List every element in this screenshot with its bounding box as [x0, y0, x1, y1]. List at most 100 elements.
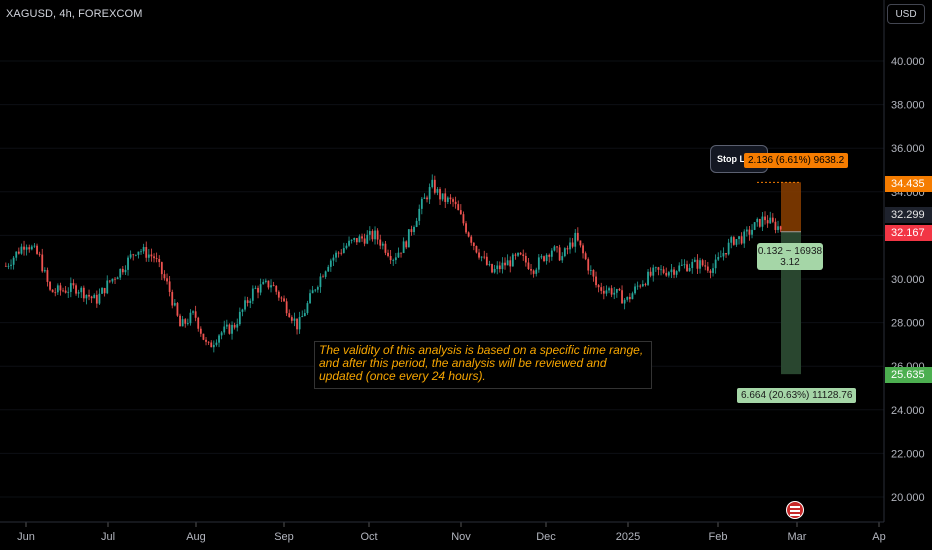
candle-body — [514, 254, 517, 256]
candle-body — [254, 287, 257, 289]
candle-body — [270, 285, 272, 288]
candle-body — [155, 258, 158, 259]
candle-body — [641, 284, 644, 287]
candle-body — [189, 312, 192, 324]
candle-body — [212, 344, 215, 348]
currency-button[interactable]: USD — [887, 4, 925, 24]
candle-body — [82, 287, 85, 299]
candle-body — [696, 259, 699, 269]
candle-body — [644, 284, 647, 285]
candle-body — [719, 256, 722, 258]
candle-body — [485, 256, 488, 265]
candle-body — [46, 270, 49, 282]
price-tick-label: 28.000 — [891, 318, 925, 330]
candle-body — [319, 276, 322, 288]
candle-body — [15, 251, 18, 258]
candle-body — [410, 229, 413, 233]
candle-body — [472, 242, 475, 246]
candle-body — [51, 289, 54, 293]
stop-loss-callout[interactable]: Stop Lo — [710, 145, 768, 173]
candle-body — [543, 256, 545, 262]
candle-body — [246, 300, 249, 304]
candle-body — [348, 240, 350, 246]
candle-body — [751, 229, 753, 235]
candle-body — [501, 262, 504, 270]
candle-body — [407, 229, 410, 248]
candle-body — [600, 287, 603, 291]
candle-body — [368, 231, 371, 235]
candle-body — [566, 248, 569, 250]
candle-body — [623, 299, 626, 304]
entry-price-tag: 32.167 — [885, 225, 932, 241]
analysis-note[interactable]: The validity of this analysis is based o… — [314, 341, 652, 389]
candle-body — [332, 257, 335, 261]
candle-body — [129, 254, 132, 258]
candle-body — [462, 214, 465, 224]
candle-body — [210, 342, 213, 348]
candle-body — [574, 232, 577, 247]
candle-body — [439, 189, 441, 200]
candle-body — [238, 311, 241, 325]
time-tick-label: Jun — [17, 531, 35, 543]
candle-body — [12, 257, 15, 265]
candle-body — [683, 264, 686, 266]
candle-body — [124, 269, 127, 273]
us-flag-event-icon[interactable] — [786, 501, 804, 519]
time-tick-label: 2025 — [616, 531, 640, 543]
candle-body — [20, 246, 23, 254]
stop-zone[interactable] — [781, 182, 801, 232]
candle-body — [475, 245, 478, 253]
candle-body — [582, 245, 584, 254]
candle-body — [717, 257, 720, 260]
candle-body — [132, 254, 135, 256]
candle-body — [85, 294, 88, 299]
candle-body — [753, 222, 756, 230]
candle-body — [215, 342, 218, 345]
candle-body — [498, 265, 501, 270]
candle-body — [345, 245, 348, 249]
candle-body — [134, 254, 137, 256]
candle-body — [428, 187, 431, 200]
target-label[interactable]: 6.664 (20.63%) 11128.76 — [737, 388, 857, 403]
candle-body — [488, 264, 491, 265]
candle-body — [662, 269, 665, 273]
symbol-title[interactable]: XAGUSD, 4h, FOREXCOM — [6, 8, 143, 20]
candle-body — [337, 252, 340, 254]
candle-body — [262, 281, 265, 285]
candle-body — [673, 269, 675, 275]
time-tick-label: Feb — [709, 531, 728, 543]
candle-body — [657, 267, 660, 270]
candle-body — [540, 256, 543, 258]
price-tick-label: 40.000 — [891, 56, 925, 68]
candle-body — [324, 271, 327, 277]
candle-body — [454, 201, 457, 205]
candle-body — [576, 232, 579, 241]
stop-price-tag: 34.435 — [885, 176, 932, 192]
candle-body — [579, 240, 582, 246]
entry-label[interactable]: 0.132 ~ 16938 3.12 — [757, 243, 823, 270]
candle-body — [54, 292, 57, 294]
candle-body — [423, 197, 426, 199]
candle-body — [524, 255, 527, 263]
candle-body — [176, 303, 179, 316]
candle-body — [636, 285, 639, 287]
candle-body — [758, 218, 761, 227]
candle-body — [740, 236, 743, 244]
candle-body — [743, 231, 746, 244]
candle-body — [108, 280, 111, 282]
candle-body — [654, 267, 657, 269]
candle-body — [4, 265, 7, 267]
candle-body — [615, 288, 618, 293]
candle-body — [738, 236, 740, 240]
risk-label[interactable]: 2.136 (6.61%) 9638.2 — [744, 153, 849, 168]
candle-body — [394, 257, 397, 261]
candle-body — [769, 217, 772, 224]
candle-body — [306, 303, 309, 314]
candle-body — [686, 264, 688, 272]
candle-body — [17, 251, 20, 254]
candle-body — [267, 280, 270, 288]
candle-body — [358, 236, 361, 243]
candle-body — [714, 259, 717, 269]
candle-body — [400, 252, 402, 254]
